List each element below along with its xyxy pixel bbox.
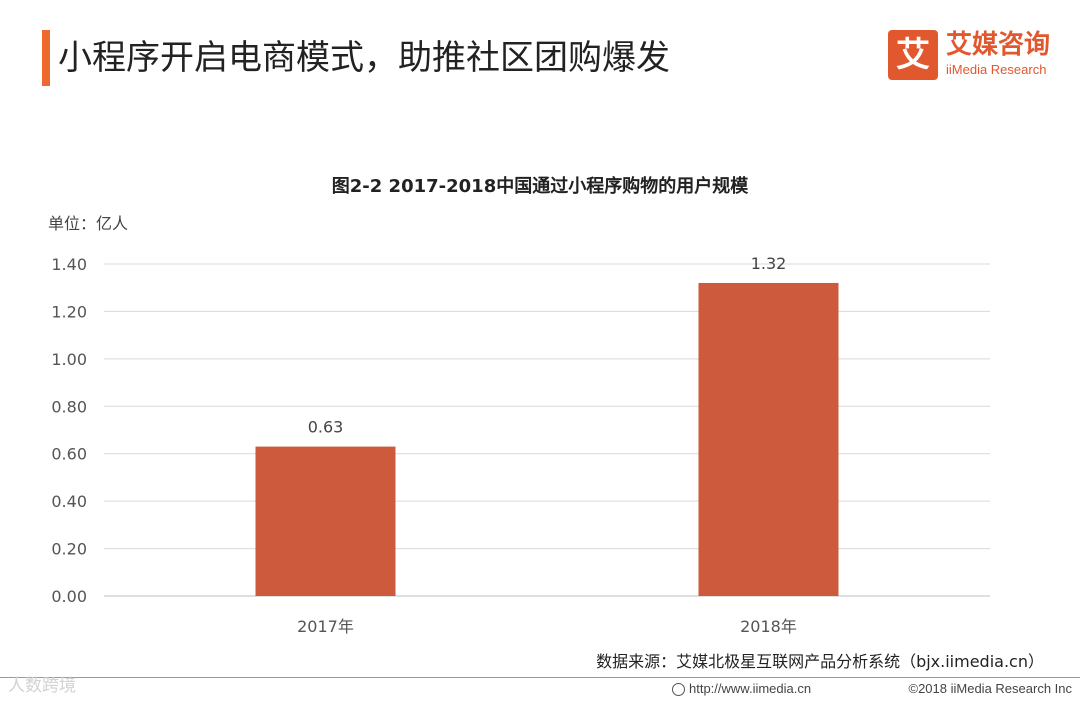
x-tick-label: 2017年: [297, 617, 354, 636]
y-tick-label: 0.00: [51, 587, 87, 606]
logo-icon: 艾: [888, 30, 938, 80]
globe-icon: [672, 683, 685, 696]
footer-divider: [0, 677, 1080, 678]
footer-copyright: ©2018 iiMedia Research Inc: [908, 681, 1073, 696]
unit-label: 单位：亿人: [48, 214, 129, 233]
page-title: 小程序开启电商模式，助推社区团购爆发: [58, 38, 670, 78]
logo-name-cn: 艾媒咨询: [946, 30, 1051, 60]
y-tick-label: 0.40: [51, 492, 87, 511]
watermark: 人数跨境: [8, 676, 76, 696]
y-tick-label: 0.60: [51, 445, 87, 464]
y-tick-label: 1.00: [51, 350, 87, 369]
iimedia-logo: 艾 艾媒咨询 iiMedia Research: [888, 30, 1063, 82]
bar-value-label: 0.63: [308, 418, 344, 437]
y-tick-label: 0.80: [51, 397, 87, 416]
bar: [698, 282, 839, 596]
x-tick-label: 2018年: [740, 617, 797, 636]
data-source: 数据来源：艾媒北极星互联网产品分析系统（bjx.iimedia.cn）: [596, 652, 1044, 671]
y-tick-label: 1.40: [51, 255, 87, 274]
title-accent-bar: [42, 30, 50, 86]
footer-url-text[interactable]: http://www.iimedia.cn: [689, 681, 812, 696]
y-tick-label: 1.20: [51, 302, 87, 321]
y-tick-label: 0.20: [51, 540, 87, 559]
bar: [255, 446, 396, 596]
footer-url[interactable]: http://www.iimedia.cn: [672, 680, 811, 698]
bar-value-label: 1.32: [751, 254, 787, 273]
chart-title: 图2-2 2017-2018中国通过小程序购物的用户规模: [331, 176, 749, 197]
logo-name-en: iiMedia Research: [946, 62, 1047, 77]
